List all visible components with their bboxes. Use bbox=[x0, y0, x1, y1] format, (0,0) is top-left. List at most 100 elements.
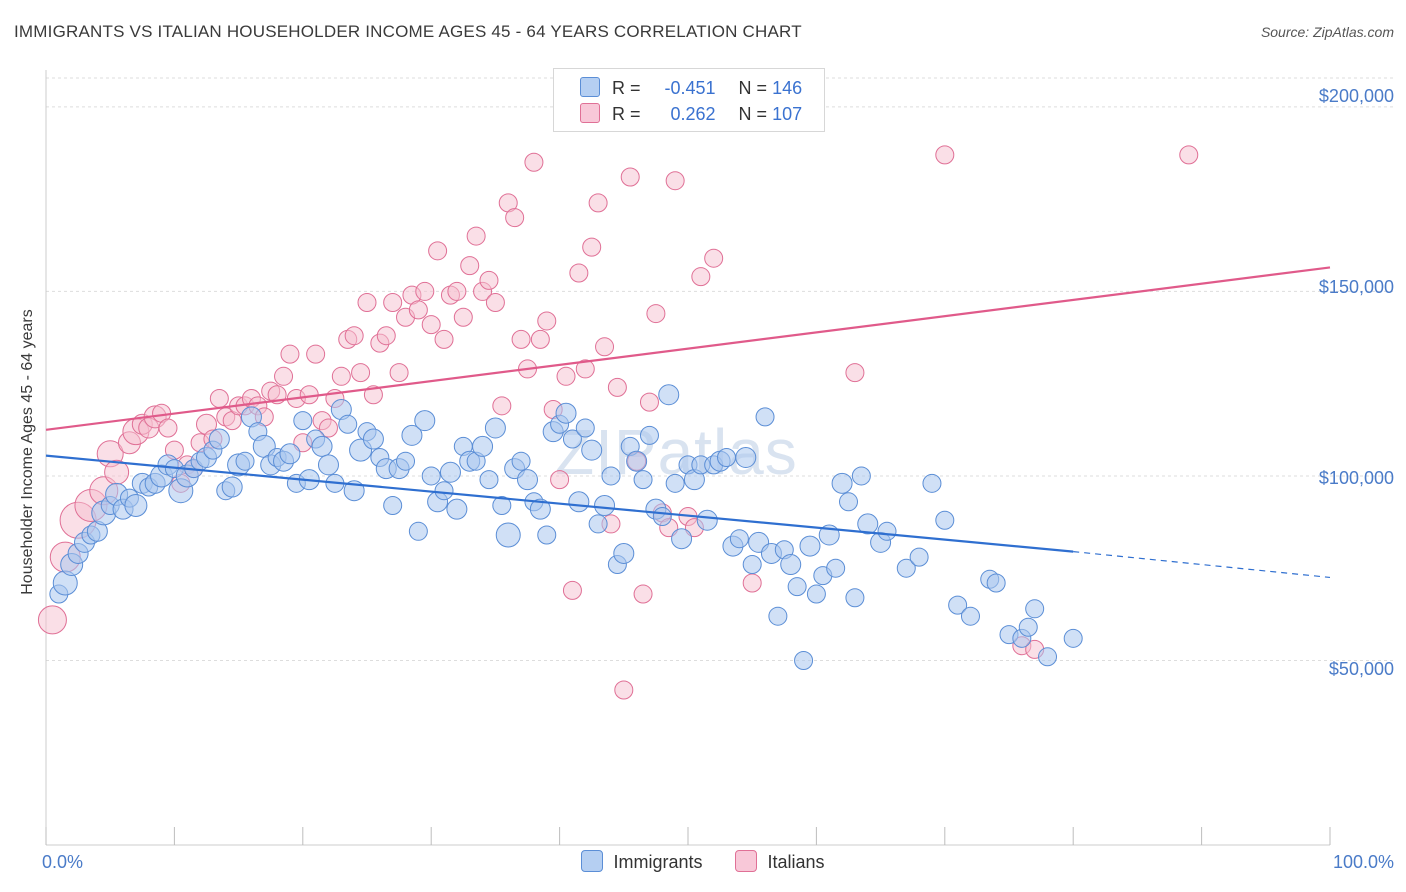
immigrants-point-68 bbox=[484, 417, 506, 439]
legend-row-immigrants: R = -0.451 N = 146 bbox=[580, 77, 802, 99]
immigrants-point-75 bbox=[529, 498, 551, 520]
italians-point-79 bbox=[582, 237, 602, 257]
immigrants-point-69 bbox=[492, 495, 512, 515]
immigrants-point-56 bbox=[408, 521, 428, 541]
italians-point-97 bbox=[742, 573, 762, 593]
x-tick-label-max: 100.0% bbox=[1332, 852, 1394, 872]
r-label: R = bbox=[612, 78, 641, 98]
y-tick-label-200k: $200,000 bbox=[1318, 86, 1394, 106]
italians-point-63 bbox=[479, 270, 499, 290]
italians-point-49 bbox=[389, 363, 409, 383]
italians-point-53 bbox=[415, 281, 435, 301]
italians-point-61 bbox=[466, 226, 486, 246]
legend-label-immigrants: Immigrants bbox=[613, 852, 703, 872]
x-tick-label-min: 0.0% bbox=[42, 852, 84, 872]
italians-point-67 bbox=[505, 208, 525, 228]
italians-point-87 bbox=[633, 584, 653, 604]
chart-title: IMMIGRANTS VS ITALIAN HOUSEHOLDER INCOME… bbox=[14, 22, 802, 41]
italians-point-58 bbox=[447, 281, 467, 301]
immigrants-point-95 bbox=[658, 384, 680, 406]
n-value-immigrants: 146 bbox=[772, 78, 803, 98]
immigrants-swatch bbox=[580, 77, 600, 97]
immigrants-trend-line bbox=[45, 454, 1074, 553]
immigrants-point-41 bbox=[311, 435, 333, 457]
italians-point-99 bbox=[935, 145, 955, 165]
immigrants-point-141 bbox=[1038, 647, 1058, 667]
immigrants-point-108 bbox=[742, 555, 762, 575]
immigrants-point-29 bbox=[235, 451, 255, 471]
italians-point-44 bbox=[357, 293, 377, 312]
immigrants-point-25 bbox=[208, 428, 230, 450]
r-value-italians: 0.262 bbox=[670, 104, 716, 124]
y-tick-label-50k: $50,000 bbox=[1328, 659, 1394, 679]
correlation-legend: R = -0.451 N = 146 R = 0.262 N = 107 bbox=[553, 68, 825, 132]
immigrants-point-91 bbox=[633, 470, 653, 490]
immigrants-point-104 bbox=[717, 448, 737, 467]
immigrants-point-36 bbox=[279, 443, 301, 465]
legend-item-italians[interactable]: Italians bbox=[735, 850, 825, 873]
italians-point-95 bbox=[691, 267, 711, 287]
n-label: N = bbox=[738, 104, 768, 124]
immigrants-point-85 bbox=[594, 494, 616, 516]
immigrants-points bbox=[49, 384, 1083, 670]
italians-point-92 bbox=[665, 171, 685, 191]
italians-point-76 bbox=[562, 580, 582, 600]
italians-point-64 bbox=[485, 293, 505, 312]
italians-point-40 bbox=[331, 366, 351, 386]
immigrants-point-112 bbox=[768, 606, 788, 626]
immigrants-point-126 bbox=[857, 513, 879, 535]
immigrants-point-80 bbox=[562, 429, 582, 449]
italians-swatch bbox=[580, 103, 600, 123]
immigrants-point-129 bbox=[896, 558, 916, 578]
immigrants-point-130 bbox=[909, 547, 929, 567]
immigrants-point-79 bbox=[555, 402, 577, 424]
italians-point-74 bbox=[550, 470, 570, 490]
immigrants-point-140 bbox=[1025, 599, 1045, 619]
immigrants-point-49 bbox=[362, 428, 384, 450]
italians-point-80 bbox=[588, 193, 608, 213]
italians-point-89 bbox=[646, 304, 666, 324]
immigrants-point-90 bbox=[626, 450, 648, 472]
immigrants-point-76 bbox=[537, 525, 557, 545]
axes bbox=[45, 70, 1331, 846]
immigrants-point-116 bbox=[794, 650, 814, 670]
immigrants-legend-swatch bbox=[581, 850, 604, 872]
italians-point-81 bbox=[595, 337, 615, 357]
immigrants-point-70 bbox=[495, 522, 521, 548]
legend-item-immigrants[interactable]: Immigrants bbox=[581, 850, 702, 873]
immigrants-point-73 bbox=[517, 469, 538, 491]
italians-point-36 bbox=[306, 344, 326, 364]
immigrants-point-61 bbox=[439, 461, 461, 483]
italians-point-32 bbox=[280, 344, 300, 364]
immigrants-point-83 bbox=[581, 439, 603, 461]
italians-point-42 bbox=[344, 326, 364, 346]
italians-point-54 bbox=[421, 315, 441, 335]
immigrants-point-142 bbox=[1063, 628, 1083, 648]
immigrants-point-121 bbox=[826, 558, 846, 578]
immigrants-point-67 bbox=[479, 470, 499, 490]
immigrants-point-12 bbox=[124, 493, 148, 517]
italians-legend-swatch bbox=[735, 850, 758, 872]
immigrants-point-132 bbox=[935, 510, 955, 530]
italians-point-38 bbox=[318, 418, 338, 438]
legend-label-italians: Italians bbox=[767, 852, 825, 872]
legend-row-italians: R = 0.262 N = 107 bbox=[580, 103, 802, 125]
italians-point-45 bbox=[363, 385, 383, 405]
y-axis-label: Householder Income Ages 45 - 64 years bbox=[19, 309, 36, 595]
italians-point-98 bbox=[845, 363, 865, 383]
immigrants-point-133 bbox=[948, 595, 968, 615]
immigrants-point-139 bbox=[1018, 617, 1038, 637]
italians-point-56 bbox=[434, 329, 454, 349]
italians-point-31 bbox=[274, 366, 294, 386]
immigrants-point-125 bbox=[851, 466, 871, 486]
italians-point-96 bbox=[704, 248, 724, 268]
source-credit: Source: ZipAtlas.com bbox=[1260, 24, 1394, 40]
immigrants-point-115 bbox=[787, 577, 807, 597]
immigrants-point-118 bbox=[806, 584, 826, 604]
immigrants-point-52 bbox=[383, 495, 403, 515]
immigrants-point-84 bbox=[588, 514, 608, 534]
immigrants-point-106 bbox=[729, 529, 749, 549]
italians-point-60 bbox=[460, 256, 480, 276]
immigrants-point-123 bbox=[839, 492, 858, 512]
immigrants-point-62 bbox=[446, 498, 468, 520]
